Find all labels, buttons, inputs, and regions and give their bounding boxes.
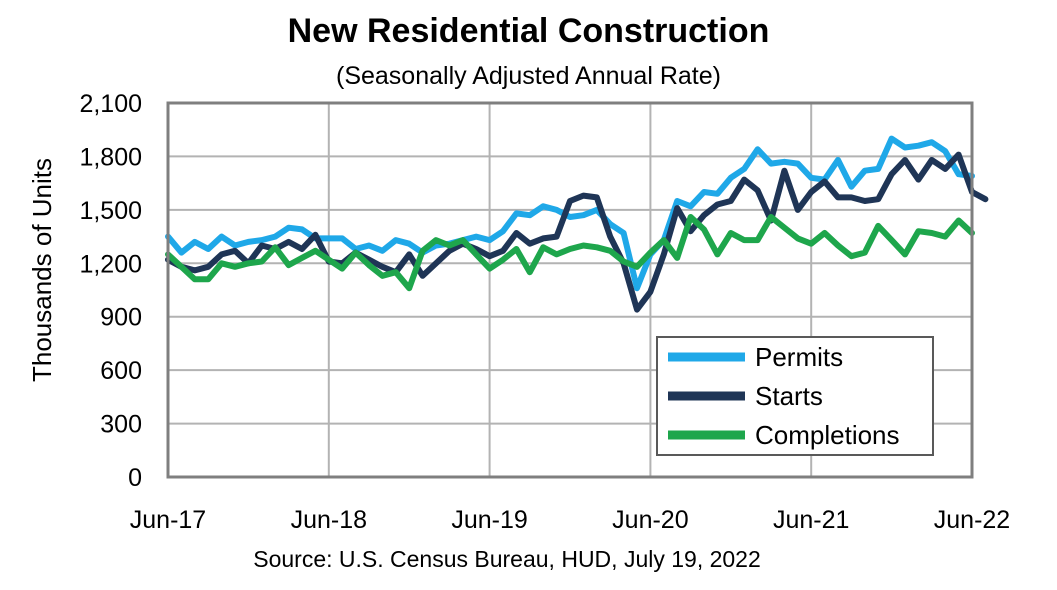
- chart-subtitle: (Seasonally Adjusted Annual Rate): [336, 62, 721, 90]
- series-lines: [165, 135, 989, 313]
- y-axis-label: Thousands of Units: [27, 158, 57, 382]
- y-tick-label: 600: [100, 357, 142, 385]
- plot-border: [166, 101, 974, 479]
- series-line-permits: [165, 135, 975, 292]
- x-tick-label: Jun-22: [934, 506, 1010, 534]
- series-line-starts: [165, 151, 989, 313]
- y-tick-label: 1,800: [79, 143, 142, 171]
- x-axis-ticks: Jun-17 Jun-18 Jun-19 Jun-20 Jun-21 Jun-22: [130, 506, 1010, 534]
- y-axis-ticks: 0 300 600 900 1,200 1,500 1,800 2,100: [79, 90, 142, 492]
- y-tick-label: 2,100: [79, 90, 142, 118]
- y-tick-label: 1,200: [79, 250, 142, 278]
- y-tick-label: 300: [100, 411, 142, 439]
- x-tick-label: Jun-20: [612, 506, 688, 534]
- legend-label: Completions: [755, 420, 900, 450]
- chart-title: New Residential Construction: [287, 12, 770, 50]
- x-tick-label: Jun-19: [451, 506, 527, 534]
- x-tick-label: Jun-17: [130, 506, 206, 534]
- legend-label: Permits: [755, 342, 843, 372]
- y-tick-label: 900: [100, 304, 142, 332]
- x-tick-label: Jun-21: [773, 506, 849, 534]
- series-line-completions: [165, 214, 975, 292]
- y-tick-label: 0: [128, 464, 142, 492]
- y-tick-label: 1,500: [79, 197, 142, 225]
- legend: Permits Starts Completions: [656, 336, 934, 456]
- legend-label: Starts: [755, 381, 823, 411]
- x-tick-label: Jun-18: [291, 506, 367, 534]
- source-note: Source: U.S. Census Bureau, HUD, July 19…: [253, 546, 761, 572]
